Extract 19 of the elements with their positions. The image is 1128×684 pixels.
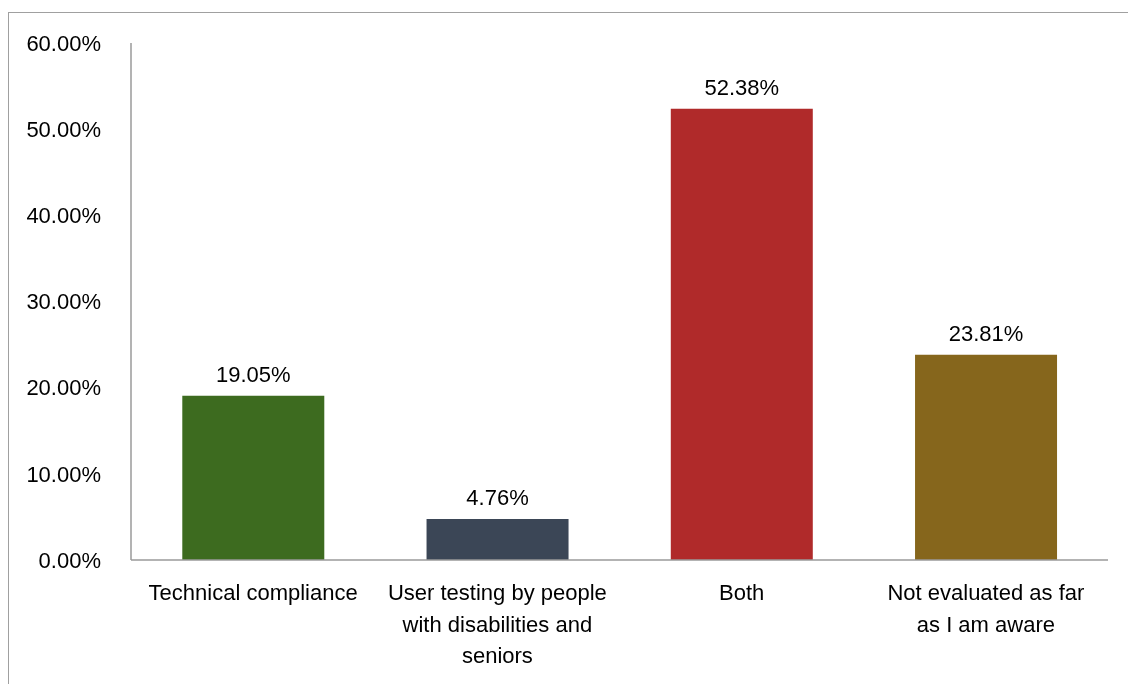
x-tick-label: User testing by people with disabilities and seniors xyxy=(387,579,607,669)
bar xyxy=(182,395,325,560)
x-tick-label: Technical compliance xyxy=(148,579,358,605)
y-tick-label: 30.00% xyxy=(26,289,101,315)
y-tick-label: 60.00% xyxy=(26,30,101,56)
y-tick-label: 20.00% xyxy=(26,375,101,401)
bar xyxy=(426,518,569,560)
y-tick-label: 10.00% xyxy=(26,461,101,487)
y-tick-label: 50.00% xyxy=(26,116,101,142)
bar xyxy=(915,354,1058,560)
y-tick-label: 0.00% xyxy=(38,547,101,573)
y-tick-label: 40.00% xyxy=(26,203,101,229)
data-label: 52.38% xyxy=(704,74,780,100)
data-label: 4.76% xyxy=(466,484,529,510)
x-tick-label: Not evaluated as far as I am aware xyxy=(887,579,1085,637)
data-label: 23.81% xyxy=(948,320,1024,346)
bar xyxy=(670,108,813,560)
x-tick-label: Both xyxy=(718,579,765,605)
data-label: 19.05% xyxy=(215,361,291,387)
